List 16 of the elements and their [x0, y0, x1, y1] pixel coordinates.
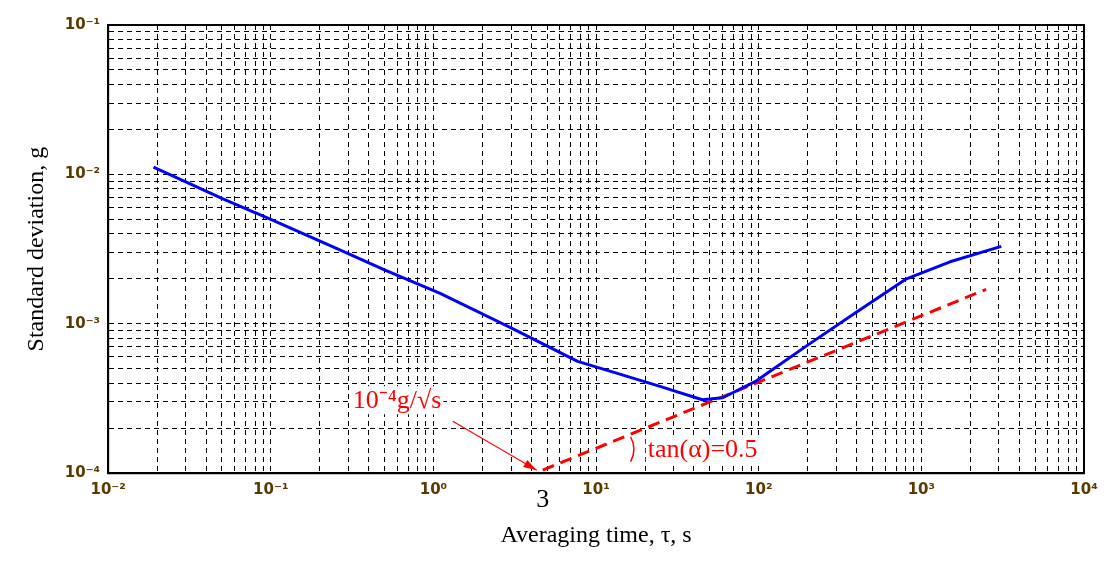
- x-tick-label: 10⁻¹: [253, 480, 289, 499]
- x-tick-label: 10²: [744, 480, 773, 499]
- y-tick-label: 10⁻²: [64, 164, 101, 183]
- x-axis-title: Averaging time, τ, s: [500, 520, 692, 547]
- y-tick-label: 10⁻³: [64, 313, 101, 332]
- annotation: 10⁻⁴g/√s: [352, 385, 442, 415]
- annotation: tan(α)=0.5: [647, 434, 758, 464]
- x-tick-label: 10¹: [582, 480, 610, 499]
- x-tick-label: 10⁴: [1070, 480, 1098, 499]
- y-axis-title: Standard deviation, g: [21, 146, 48, 352]
- x-tick-label: 10⁻²: [90, 480, 126, 499]
- x-tick-label: 10⁰: [419, 480, 448, 499]
- x-tick-label: 10³: [907, 480, 936, 499]
- y-tick-label: 10⁻¹: [64, 14, 101, 33]
- text: 3: [536, 484, 550, 514]
- y-tick-label: 10⁻⁴: [64, 463, 101, 482]
